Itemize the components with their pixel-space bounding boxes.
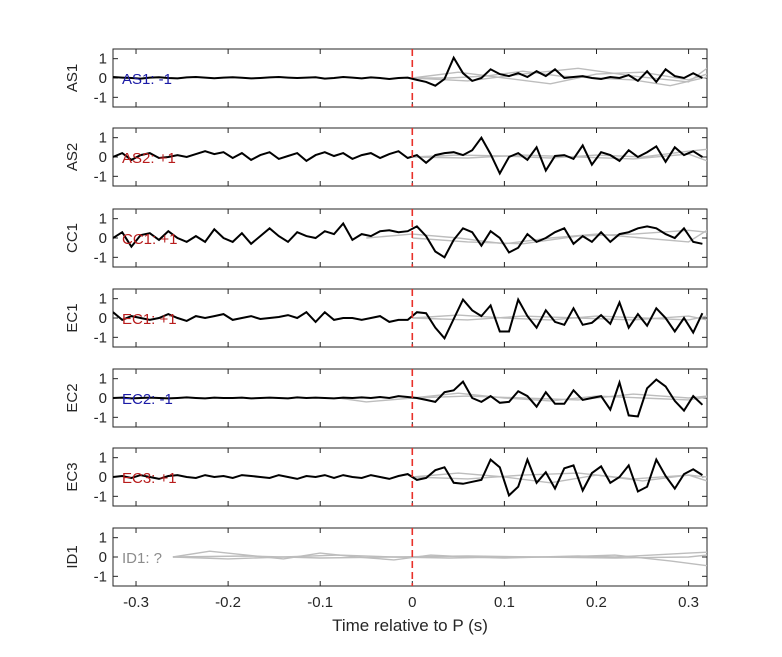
polarity-label: EC3: +1 [122,470,177,487]
y-tick-label: -1 [94,89,107,106]
panel-ec3: 1 0 -1 EC3 EC3: +1 [64,447,708,507]
seismogram-trace [113,456,703,498]
panels: 1 0 -1 AS1 AS1: -1 1 0 -1 AS2 AS2: +1 1 0 -1 CC1 CC1: … [64,48,708,587]
y-tick-label: -1 [94,568,107,585]
y-tick-label: -1 [94,168,107,185]
overlay-trace [366,229,707,245]
overlay-trace [412,229,707,245]
polarity-label: EC1: +1 [122,311,177,328]
x-axis-label: Time relative to P (s) [332,616,488,635]
overlay-trace [338,392,707,403]
y-tick-label: 1 [99,530,107,547]
y-tick-label: 1 [99,291,107,308]
panel-cc1: 1 0 -1 CC1 CC1: +1 [64,208,708,268]
y-tick-label: 1 [99,211,107,228]
polarity-label: ID1: ? [122,550,162,567]
panel-plot-area [113,289,707,347]
y-tick-label: 1 [99,450,107,467]
y-axis-label: EC3 [64,462,81,491]
seismogram-trace [113,135,703,176]
panel-ec2: 1 0 -1 EC2 EC2: -1 [64,368,708,428]
y-tick-label: 0 [99,230,107,247]
y-tick-label: 0 [99,70,107,87]
y-tick-label: 0 [99,469,107,486]
x-tick-label: -0.2 [215,594,241,611]
y-tick-label: -1 [94,409,107,426]
y-axis-label: EC1 [64,303,81,332]
overlay-trace [412,472,707,482]
panel-plot-area [113,369,707,427]
y-tick-label: 0 [99,149,107,166]
panel-id1: 1 0 -1 ID1 ID1: ? [64,527,708,587]
polarity-label: AS1: -1 [122,71,172,88]
panel-as1: 1 0 -1 AS1 AS1: -1 [64,48,708,108]
y-axis-label: EC2 [64,383,81,412]
x-tick-label: -0.1 [307,594,333,611]
overlay-trace [412,70,707,87]
panel-frame [112,208,708,268]
y-tick-label: 1 [99,130,107,147]
polarity-label: AS2: +1 [122,150,176,167]
panel-plot-area [113,448,707,506]
y-tick-label: 0 [99,390,107,407]
panel-as2: 1 0 -1 AS2 AS2: +1 [64,127,708,187]
panel-plot-area [113,49,707,107]
seismogram-trace [113,297,704,341]
overlay-trace [172,554,707,567]
x-tick-label: 0.3 [678,594,699,611]
y-axis-label: ID1 [64,545,81,568]
y-axis-label: CC1 [64,223,81,253]
x-axis: -0.3 -0.2 -0.1 0 0.1 0.2 0.3 [123,594,699,611]
seismogram-trace [113,221,703,259]
seismogram-trace [113,378,704,418]
x-tick-label: 0.1 [494,594,515,611]
overlay-trace [412,393,707,401]
y-axis-label: AS1 [64,64,81,92]
seismogram-trace [113,55,703,87]
polarity-label: CC1: +1 [122,231,177,248]
polarity-label: EC2: -1 [122,391,173,408]
panel-plot-area [113,128,707,186]
y-tick-label: -1 [94,488,107,505]
x-tick-label: 0.2 [586,594,607,611]
panel-ec1: 1 0 -1 EC1 EC1: +1 [64,288,708,348]
y-tick-label: 1 [99,371,107,388]
y-tick-label: -1 [94,329,107,346]
panel-plot-area [172,528,707,586]
panel-plot-area [113,209,707,267]
overlay-trace [412,67,707,83]
y-tick-label: 1 [99,51,107,68]
y-axis-label: AS2 [64,143,81,171]
x-tick-label: -0.3 [123,594,149,611]
y-tick-label: -1 [94,249,107,266]
overlay-trace [412,71,707,85]
y-tick-label: 0 [99,549,107,566]
overlay-trace [172,554,707,559]
y-tick-label: 0 [99,310,107,327]
x-tick-label: 0 [408,594,416,611]
